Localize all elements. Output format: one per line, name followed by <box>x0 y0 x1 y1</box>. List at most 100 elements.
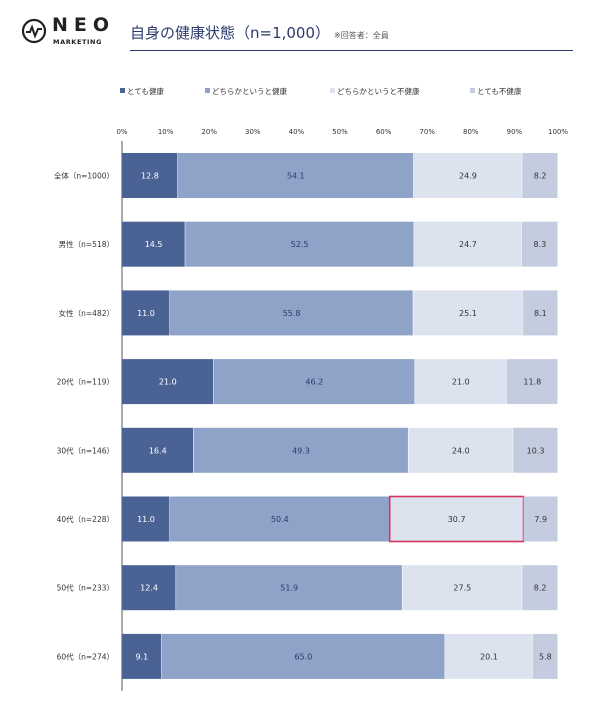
bar-segment <box>213 359 415 405</box>
bar-segment <box>506 359 558 405</box>
category-label: 40代（n=228） <box>57 514 114 524</box>
bar-segment <box>522 565 558 611</box>
data-label: 11.8 <box>523 378 541 387</box>
legend-label: とても不健康 <box>477 86 522 96</box>
x-tick-label: 90% <box>507 128 523 136</box>
bar-segment <box>122 153 178 198</box>
bar-segment <box>169 496 390 542</box>
data-label: 8.2 <box>534 172 547 181</box>
data-label: 24.7 <box>459 240 477 249</box>
data-label: 30.7 <box>448 515 466 524</box>
bar-segment <box>161 633 445 679</box>
data-label: 51.9 <box>280 584 298 593</box>
bar-segment <box>523 496 558 542</box>
chart-header: NEO MARKETING 自身の健康状態（n=1,000） ※回答者：全員 <box>0 0 600 60</box>
bar-segment <box>445 633 533 679</box>
data-label: 25.1 <box>459 309 477 318</box>
bar-segment <box>408 427 513 473</box>
legend-label: どちらかというと不健康 <box>337 86 420 96</box>
bar-segment <box>122 565 176 611</box>
category-label: 60代（n=274） <box>57 651 114 661</box>
bar-segment <box>522 153 558 198</box>
x-tick-label: 80% <box>463 128 479 136</box>
data-label: 8.2 <box>534 584 547 593</box>
bar-segment <box>176 565 402 611</box>
bar-segment <box>413 290 523 336</box>
data-label: 65.0 <box>294 652 312 661</box>
x-tick-label: 10% <box>158 128 174 136</box>
legend-swatch <box>330 88 335 93</box>
category-label: 全体（n=1000） <box>54 171 114 181</box>
category-label: 50代（n=233） <box>57 583 114 593</box>
data-label: 9.1 <box>135 652 148 661</box>
legend-swatch <box>120 88 125 93</box>
data-label: 21.0 <box>159 378 177 387</box>
bar-segment <box>122 290 170 336</box>
x-tick-label: 40% <box>289 128 305 136</box>
legend-swatch <box>470 88 475 93</box>
respondent-note: ※回答者：全員 <box>334 31 389 40</box>
category-label: 男性（n=518） <box>59 239 114 249</box>
data-label: 54.1 <box>287 172 305 181</box>
bar-segment <box>402 565 522 611</box>
data-label: 12.4 <box>140 584 158 593</box>
data-label: 46.2 <box>305 378 323 387</box>
data-label: 14.5 <box>145 240 163 249</box>
data-label: 8.1 <box>534 309 547 318</box>
data-label: 7.9 <box>534 515 547 524</box>
x-tick-label: 60% <box>376 128 392 136</box>
data-label: 16.4 <box>149 446 167 455</box>
bar-segment <box>122 496 170 542</box>
logo-subtext: MARKETING <box>53 38 103 46</box>
x-tick-label: 50% <box>332 128 348 136</box>
category-label: 20代（n=119） <box>57 377 114 387</box>
legend-label: どちらかというと健康 <box>212 86 287 96</box>
bar-segment <box>122 359 214 405</box>
bar-segment <box>122 427 194 473</box>
bar-segment <box>522 290 558 336</box>
data-label: 10.3 <box>527 446 545 455</box>
data-label: 24.0 <box>452 446 470 455</box>
chart-title: 自身の健康状態（n=1,000） ※回答者：全員 <box>130 22 389 43</box>
data-label: 8.3 <box>534 240 547 249</box>
category-label: 30代（n=146） <box>57 445 114 455</box>
data-label: 52.5 <box>291 240 309 249</box>
bar-segment <box>122 633 162 679</box>
x-tick-label: 0% <box>116 128 127 136</box>
data-label: 27.5 <box>453 584 471 593</box>
x-tick-label: 20% <box>201 128 217 136</box>
data-label: 5.8 <box>539 652 552 661</box>
category-label: 女性（n=482） <box>59 308 114 318</box>
legend-label: とても健康 <box>127 86 164 96</box>
data-label: 11.0 <box>137 515 155 524</box>
bar-segment <box>169 290 413 336</box>
bar-segment <box>185 221 414 267</box>
data-label: 49.3 <box>292 446 310 455</box>
data-label: 12.8 <box>141 172 159 181</box>
x-tick-label: 30% <box>245 128 261 136</box>
bar-segment <box>389 496 524 542</box>
bar-segment <box>521 221 558 267</box>
title-underline <box>130 50 573 51</box>
bar-segment <box>193 427 408 473</box>
data-label: 55.8 <box>283 309 301 318</box>
data-label: 11.0 <box>137 309 155 318</box>
legend-swatch <box>205 88 210 93</box>
bar-segment <box>513 427 558 473</box>
data-label: 50.4 <box>271 515 289 524</box>
bar-segment <box>122 221 185 267</box>
x-tick-label: 100% <box>548 128 568 136</box>
bar-segment <box>413 153 522 198</box>
x-tick-label: 70% <box>419 128 435 136</box>
bar-segment <box>532 633 558 679</box>
chart-title-text: 自身の健康状態（n=1,000） <box>130 24 331 42</box>
data-label: 24.9 <box>459 172 477 181</box>
data-label: 20.1 <box>480 652 498 661</box>
bar-segment <box>177 153 414 198</box>
bar-segment <box>414 221 522 267</box>
data-label: 21.0 <box>452 378 470 387</box>
bar-segment <box>414 359 507 405</box>
logo-wordmark: NEO <box>52 14 116 36</box>
neo-logo-icon <box>21 18 47 44</box>
